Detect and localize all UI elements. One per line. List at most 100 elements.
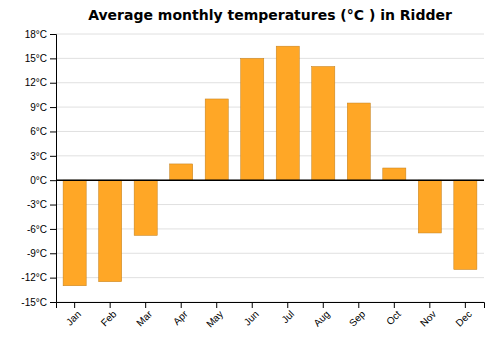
x-tick: Nov — [418, 302, 438, 329]
y-tick-label: 9°C — [30, 102, 47, 113]
y-tick: 3°C — [30, 151, 56, 162]
y-tick-mark — [50, 83, 56, 84]
y-tick-label: 6°C — [30, 126, 47, 137]
y-tick: -12°C — [21, 272, 56, 283]
bar — [134, 180, 157, 235]
y-tick-mark — [50, 229, 56, 230]
y-tick-mark — [50, 205, 56, 206]
grid-line — [56, 58, 484, 59]
y-tick-label: -15°C — [21, 297, 47, 308]
y-tick: 6°C — [30, 126, 56, 137]
y-tick-label: 0°C — [30, 175, 47, 186]
bar — [205, 99, 228, 180]
y-tick-label: -9°C — [27, 248, 47, 259]
x-tick: Oct — [384, 302, 403, 327]
grid — [56, 34, 484, 302]
x-tick-label: Apr — [171, 308, 190, 327]
x-tick: Jun — [242, 302, 261, 328]
x-tick-label: Jun — [242, 308, 261, 327]
y-tick: -9°C — [27, 248, 56, 259]
x-tick-mark — [145, 302, 146, 308]
y-tick: -15°C — [21, 297, 56, 308]
bar — [454, 180, 477, 269]
y-tick-mark — [50, 278, 56, 279]
x-axis-line — [57, 303, 485, 309]
plot-area: -15°C -12°C -9°C -6°C -3°C 0°C 3°C 6°C 9°C 12°C 15… — [21, 29, 484, 330]
x-tick: Dec — [453, 302, 473, 329]
x-tick: Jul — [279, 302, 296, 325]
bar — [99, 180, 122, 282]
y-tick-mark — [50, 34, 56, 35]
x-tick-label: Sep — [347, 308, 368, 329]
x-tick-mark — [287, 302, 288, 308]
y-tick: -6°C — [27, 224, 56, 235]
x-tick-label: May — [204, 308, 225, 329]
y-tick-mark — [50, 107, 56, 108]
x-tick-mark — [394, 302, 395, 308]
title: Average monthly temperatures (°C ) in Ri… — [88, 7, 452, 23]
y-tick-mark — [50, 302, 56, 303]
x-tick-mark — [429, 302, 430, 308]
y-tick: 12°C — [25, 77, 56, 88]
y-tick-label: -6°C — [27, 224, 47, 235]
x-tick-label: Aug — [311, 308, 331, 328]
y-tick: 18°C — [25, 29, 56, 40]
x-tick-mark — [252, 302, 253, 308]
y-tick: -3°C — [27, 199, 56, 210]
x-tick-mark — [74, 302, 75, 308]
y-tick-mark — [50, 180, 56, 181]
y-tick: 9°C — [30, 102, 56, 113]
x-tick-label: Nov — [418, 308, 438, 328]
y-tick-mark — [50, 58, 56, 59]
x-tick-label: Jan — [64, 308, 83, 327]
x-tick-mark — [110, 302, 111, 308]
x-tick: Jan — [64, 302, 83, 328]
bar — [418, 180, 441, 233]
bar — [347, 103, 370, 180]
x-tick: Mar — [134, 302, 154, 328]
grid-line — [56, 107, 484, 108]
x-tick-mark — [323, 302, 324, 308]
y-tick: 0°C — [30, 175, 56, 186]
chart-container: -15°C -12°C -9°C -6°C -3°C 0°C 3°C 6°C 9°C 12°C 15… — [0, 0, 500, 350]
grid-line — [56, 180, 484, 181]
x-tick: Sep — [347, 302, 368, 329]
chart-svg: -15°C -12°C -9°C -6°C -3°C 0°C 3°C 6°C 9°C 12°C 15… — [0, 0, 500, 350]
x-tick: Aug — [311, 302, 331, 329]
y-tick: 15°C — [25, 53, 56, 64]
x-tick: Apr — [171, 302, 190, 327]
x-tick-label: Mar — [134, 308, 154, 328]
grid-line — [56, 82, 484, 83]
grid-line — [56, 155, 484, 156]
y-axis-line — [50, 35, 57, 303]
y-tick-label: 3°C — [30, 151, 47, 162]
y-tick-label: 12°C — [25, 77, 47, 88]
grid-line — [56, 131, 484, 132]
bar — [170, 164, 193, 180]
x-tick-mark — [216, 302, 217, 308]
y-tick-label: 15°C — [25, 53, 47, 64]
bar — [276, 46, 299, 180]
bar — [241, 58, 264, 180]
x-tick-label: Jul — [279, 308, 296, 325]
x-tick-mark — [181, 302, 182, 308]
y-tick-mark — [50, 131, 56, 132]
y-tick-mark — [50, 253, 56, 254]
x-tick: May — [204, 302, 225, 330]
y-tick-label: -12°C — [21, 272, 47, 283]
x-axis: Jan Feb Mar Apr May Jun Jul Aug Sep Oct Nov Dec — [57, 302, 485, 330]
zero-line — [56, 179, 484, 181]
x-tick: Feb — [99, 302, 119, 328]
y-tick-label: -3°C — [27, 199, 47, 210]
x-tick-label: Dec — [453, 308, 473, 328]
x-tick-mark — [465, 302, 466, 308]
x-tick-mark — [358, 302, 359, 308]
bar — [312, 66, 335, 180]
bars — [63, 46, 477, 286]
bar — [63, 180, 86, 286]
y-tick-mark — [50, 156, 56, 157]
y-tick-label: 18°C — [25, 29, 47, 40]
y-axis: -15°C -12°C -9°C -6°C -3°C 0°C 3°C 6°C 9°C 12°C 15… — [21, 29, 56, 308]
bar — [383, 168, 406, 180]
grid-line — [56, 34, 484, 35]
